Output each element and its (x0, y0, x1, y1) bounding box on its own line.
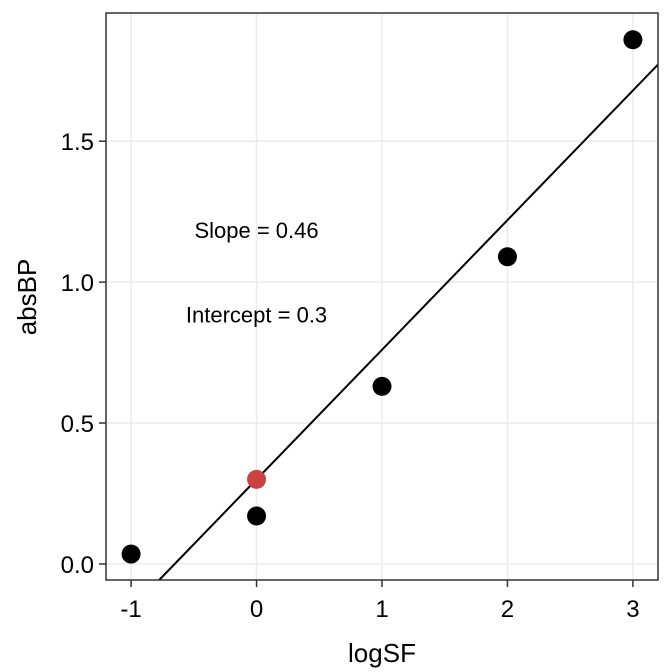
y-axis-title: absBP (12, 259, 42, 336)
y-tick-label: 0.0 (61, 552, 94, 579)
x-axis: -1 0 1 2 3 (120, 580, 640, 623)
y-tick-label: 1.0 (61, 270, 94, 297)
annotation-text: Slope = 0.46 (194, 218, 318, 243)
x-tick-label: 0 (250, 596, 263, 623)
data-point (497, 247, 517, 267)
x-axis-title: logSF (348, 638, 416, 668)
x-tick-label: 1 (375, 596, 388, 623)
x-tick-label: -1 (120, 596, 141, 623)
annotations: Slope = 0.46 Intercept = 0.3 (186, 218, 327, 328)
data-point (121, 544, 141, 564)
grid-lines (106, 13, 658, 580)
fit-line (158, 63, 659, 581)
data-point (372, 376, 392, 396)
y-tick-label: 0.5 (61, 411, 94, 438)
regression-line (158, 63, 659, 581)
annotation-text: Intercept = 0.3 (186, 303, 327, 328)
x-tick-label: 2 (501, 596, 514, 623)
highlight-point (247, 469, 267, 489)
x-tick-label: 3 (626, 596, 639, 623)
y-axis: 0.0 0.5 1.0 1.5 (61, 129, 106, 579)
y-tick-label: 1.5 (61, 129, 94, 156)
data-points (121, 30, 643, 564)
data-point (623, 30, 643, 50)
data-point (247, 506, 267, 526)
